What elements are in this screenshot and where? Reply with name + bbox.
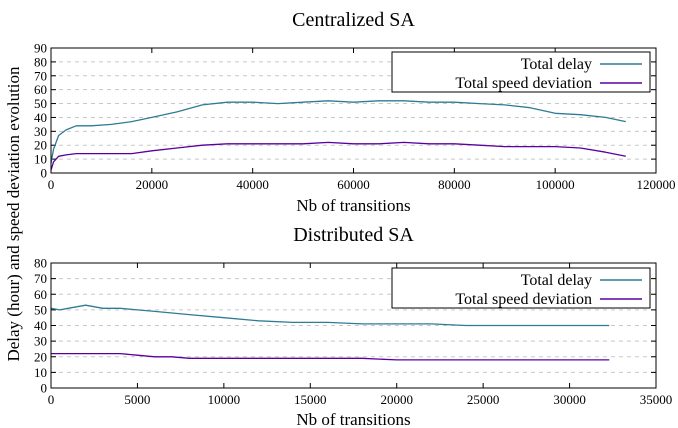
y-tick-label: 70 (34, 68, 47, 83)
legend-label: Total delay (521, 272, 592, 289)
y-tick-label: 20 (34, 349, 47, 364)
x-tick-label: 40000 (236, 177, 269, 192)
x-tick-label: 15000 (294, 392, 327, 407)
series-line-total-delay (50, 304, 610, 327)
x-axis-label: Nb of transitions (296, 196, 410, 215)
y-tick-label: 30 (34, 124, 47, 139)
x-tick-label: 120000 (637, 177, 676, 192)
plot-frame (50, 262, 657, 389)
y-tick-label: 50 (34, 96, 47, 111)
y-tick-label: 40 (34, 318, 47, 333)
shared-y-axis-label: Delay (hour) and speed deviation evoluti… (4, 66, 23, 362)
series-line-total-speed-deviation (50, 141, 626, 171)
y-tick-label: 80 (34, 256, 47, 271)
y-tick-label: 50 (34, 302, 47, 317)
x-tick-label: 5000 (124, 392, 150, 407)
series-line-total-delay (50, 100, 626, 164)
x-axis-label: Nb of transitions (296, 410, 410, 428)
y-tick-label: 30 (34, 334, 47, 349)
y-tick-label: 70 (34, 271, 47, 286)
x-tick-label: 30000 (553, 392, 586, 407)
y-tick-label: 10 (34, 152, 47, 167)
legend-label: Total speed deviation (455, 291, 592, 308)
x-tick-label: 80000 (438, 177, 471, 192)
x-tick-label: 100000 (536, 177, 575, 192)
y-tick-label: 0 (41, 166, 48, 181)
legend-box (391, 51, 651, 93)
y-tick-label: 20 (34, 138, 47, 153)
chart-title: Centralized SA (292, 9, 415, 31)
x-tick-label: 20000 (136, 177, 169, 192)
y-tick-label: 60 (34, 82, 47, 97)
legend-label: Total delay (521, 56, 592, 73)
x-tick-label: 10000 (208, 392, 241, 407)
y-tick-label: 40 (34, 110, 47, 125)
x-tick-label: 35000 (640, 392, 673, 407)
y-tick-label: 10 (34, 365, 47, 380)
x-tick-label: 0 (48, 177, 55, 192)
y-tick-label: 0 (41, 381, 48, 396)
y-tick-label: 90 (34, 41, 47, 56)
legend-label: Total speed deviation (455, 75, 592, 92)
y-tick-label: 60 (34, 287, 47, 302)
legend-box (391, 267, 651, 309)
x-tick-label: 20000 (380, 392, 413, 407)
y-tick-label: 80 (34, 54, 47, 69)
x-tick-label: 0 (48, 392, 55, 407)
x-tick-label: 25000 (467, 392, 500, 407)
chart-title: Distributed SA (293, 224, 414, 246)
plot-frame (50, 47, 657, 174)
x-tick-label: 60000 (337, 177, 370, 192)
series-line-total-speed-deviation (51, 352, 610, 361)
